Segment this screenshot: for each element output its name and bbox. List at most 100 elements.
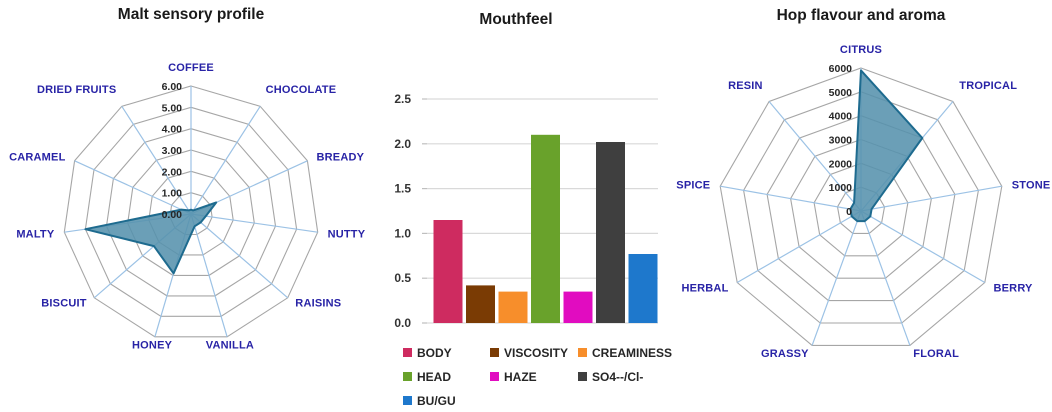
radar-ring-label: 1000 xyxy=(829,182,853,194)
legend-label: SO4--/Cl- xyxy=(592,369,644,384)
radar-axis xyxy=(860,185,1002,212)
radar-category-label: FLORAL xyxy=(913,348,959,360)
radar-category-label: DRIED FRUITS xyxy=(37,84,116,96)
legend-item-bu/gu: BU/GU xyxy=(403,391,490,410)
radar-category-label: NUTTY xyxy=(328,229,366,241)
radar-category-label: STONE xyxy=(1012,179,1051,191)
malt-chart-title: Malt sensory profile xyxy=(117,6,265,23)
radar-axis xyxy=(720,185,862,212)
radar-series xyxy=(84,201,218,275)
radar-category-label: CARAMEL xyxy=(9,152,65,164)
radar-category-label: RAISINS xyxy=(295,297,341,309)
radar-category-label: BISCUIT xyxy=(41,297,86,309)
radar-axis xyxy=(736,210,862,284)
radar-ring xyxy=(148,170,234,256)
hop-radar-chart: 0 1000 2000 3000 4000 5000 6000 CITRUS TROPICAL S… xyxy=(676,44,1050,360)
legend-item-so4--/cl-: SO4--/Cl- xyxy=(578,367,672,386)
radar-ring-label: 6.00 xyxy=(162,81,183,93)
radar-ring-label: 1.00 xyxy=(162,188,183,200)
radar-category-label: HONEY xyxy=(132,339,173,351)
y-axis-tick-label: 2.5 xyxy=(394,92,411,106)
radar-category-label: CITRUS xyxy=(840,44,882,56)
radar-axis xyxy=(860,210,911,346)
legend-item-body: BODY xyxy=(403,343,490,362)
y-axis-tick-label: 1.0 xyxy=(394,226,411,240)
radar-ring-label: 4.00 xyxy=(162,124,183,136)
legend-swatch-icon xyxy=(403,372,412,381)
radar-category-label: RESIN xyxy=(728,80,763,92)
radar-ring xyxy=(127,149,255,276)
bar-creaminess xyxy=(498,291,528,323)
radar-ring xyxy=(743,91,979,324)
legend-swatch-icon xyxy=(578,348,587,357)
radar-axis xyxy=(768,101,862,212)
radar-axis xyxy=(74,160,192,215)
radar-axis xyxy=(190,213,289,299)
radar-ring xyxy=(766,115,956,302)
radar-ring-label: 3000 xyxy=(829,135,853,147)
legend-label: HAZE xyxy=(504,369,537,384)
radar-ring-label: 4000 xyxy=(829,111,853,123)
radar-series xyxy=(849,69,924,223)
mouthfeel-legend: BODY VISCOSITY CREAMINESS HEAD HAZE SO4--/Cl-… xyxy=(403,343,672,410)
radar-category-label: COFFEE xyxy=(168,62,214,74)
y-axis-tick-label: 0.5 xyxy=(394,271,411,285)
radar-category-label: SPICE xyxy=(676,179,710,191)
legend-label: BODY xyxy=(417,345,452,360)
radar-category-label: CHOCOLATE xyxy=(266,84,337,96)
radar-ring xyxy=(63,85,319,338)
legend-swatch-icon xyxy=(578,372,587,381)
mouthfeel-bar-chart: 0.0 0.5 1.0 1.5 2.0 2.5 xyxy=(394,92,658,330)
radar-category-label: TROPICAL xyxy=(959,80,1017,92)
bar-bu/gu xyxy=(628,254,658,323)
radar-ring xyxy=(813,162,909,257)
radar-ring-label: 5.00 xyxy=(162,102,183,114)
radar-axis xyxy=(190,213,318,233)
bar-body xyxy=(433,220,463,323)
legend-item-haze: HAZE xyxy=(490,367,578,386)
radar-ring-label: 5000 xyxy=(829,87,853,99)
radar-ring-label: 0 xyxy=(846,206,852,218)
radar-axis xyxy=(190,105,261,215)
radar-ring xyxy=(105,128,277,297)
legend-item-head: HEAD xyxy=(403,367,490,386)
y-axis-tick-label: 2.0 xyxy=(394,137,411,151)
radar-ring xyxy=(84,106,298,317)
radar-category-label: HERBAL xyxy=(681,283,728,295)
radar-ring xyxy=(719,67,1003,346)
bar-viscosity xyxy=(466,285,495,323)
radar-category-label: BERRY xyxy=(994,283,1034,295)
legend-label: HEAD xyxy=(417,369,452,384)
radar-ring-label: 6000 xyxy=(829,63,853,75)
y-axis-tick-label: 0.0 xyxy=(394,316,411,330)
radar-category-label: GRASSY xyxy=(761,348,809,360)
radar-axis xyxy=(190,213,228,337)
radar-ring xyxy=(790,138,932,279)
radar-ring-label: 0.00 xyxy=(162,209,183,221)
bar-haze xyxy=(563,291,593,323)
legend-swatch-icon xyxy=(403,348,412,357)
radar-category-label: BREADY xyxy=(317,152,365,164)
radar-axis xyxy=(811,210,862,346)
mouthfeel-chart-title: Mouthfeel xyxy=(479,11,553,28)
radar-ring-label: 2000 xyxy=(829,158,853,170)
radar-ring-label: 3.00 xyxy=(162,145,183,157)
hop-chart-title: Hop flavour and aroma xyxy=(776,7,946,24)
legend-label: BU/GU xyxy=(417,393,456,408)
legend-item-creaminess: CREAMINESS xyxy=(578,343,672,362)
malt-radar-chart: 0.00 1.00 2.00 3.00 4.00 5.00 6.00 COFFEE CHOCOL… xyxy=(9,62,366,351)
legend-swatch-icon xyxy=(490,372,499,381)
legend-swatch-icon xyxy=(490,348,499,357)
legend-label: CREAMINESS xyxy=(592,345,673,360)
y-axis-tick-label: 1.5 xyxy=(394,182,411,196)
radar-category-label: VANILLA xyxy=(206,339,254,351)
legend-label: VISCOSITY xyxy=(504,345,569,360)
legend-swatch-icon xyxy=(403,396,412,405)
radar-axis xyxy=(121,105,192,215)
bar-head xyxy=(531,134,560,323)
radar-ring xyxy=(836,186,886,234)
bar-so4--/cl- xyxy=(596,142,625,323)
radar-axis xyxy=(860,210,986,284)
